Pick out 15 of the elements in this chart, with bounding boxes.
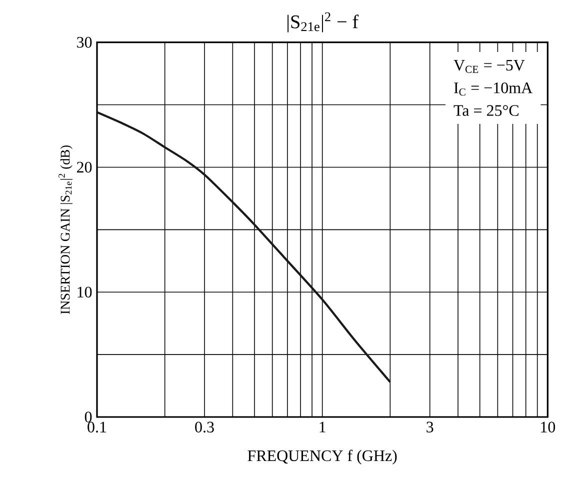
- x-tick-label: 10: [541, 422, 556, 432]
- y-tick-label: 30: [77, 36, 92, 48]
- y-axis-title: INSERTION GAIN |S$_{21e}$|$^{2}$ (dB): [58, 145, 72, 314]
- x-tick-label: 1: [320, 422, 326, 432]
- annotation: V$_{CE}$ = −5V: [454, 60, 525, 73]
- y-tick-label: 10: [78, 286, 92, 298]
- annotation: I$_{C}$ = −10mA: [454, 82, 533, 96]
- x-tick-label: 0.3: [195, 422, 214, 433]
- annotation: Ta = 25°C: [454, 105, 518, 116]
- y-tick-label: 20: [77, 162, 92, 173]
- x-tick-label: 0.1: [88, 422, 106, 433]
- y-tick-label: 0: [84, 412, 92, 422]
- x-axis-title: FREQUENCY f (GHz): [248, 450, 397, 464]
- x-tick-label: 3: [426, 422, 434, 432]
- chart-title: |S$_{21e}$|$^{2}$ − f: [288, 12, 359, 32]
